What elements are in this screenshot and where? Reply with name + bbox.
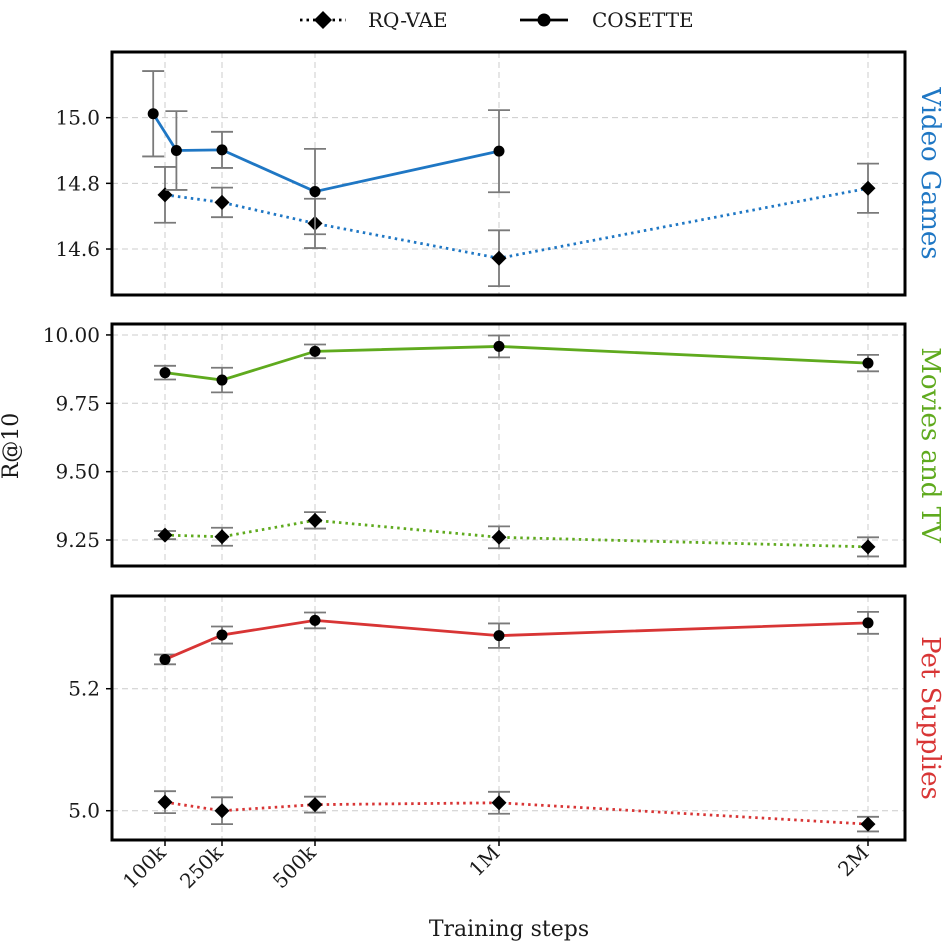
pet-supplies-cosette-line (164, 618, 869, 661)
pet-supplies-cosette-point (216, 629, 228, 641)
pet-supplies-ytick-label: 5.2 (68, 677, 100, 701)
video-games-cosette-point (147, 108, 159, 120)
movies-and-tv-rq-vae-point (491, 529, 507, 545)
movies-and-tv-cosette-point (309, 345, 321, 357)
video-games-rq-vae-point (157, 187, 173, 203)
y-axis-title: R@10 (0, 413, 24, 480)
pet-supplies-panel-frame (110, 594, 907, 842)
video-games-cosette-point (493, 145, 505, 157)
movies-and-tv-rq-vae-point (157, 527, 173, 543)
video-games-rq-vae-point (214, 194, 230, 210)
pet-supplies-cosette-point (862, 617, 874, 629)
legend-cosette-label: COSETTE (592, 8, 694, 32)
video-games-cosette-point (170, 145, 182, 157)
movies-and-tv-ytick-label: 10.00 (43, 323, 100, 347)
movies-and-tv-ytick-label: 9.75 (55, 391, 100, 415)
video-games-ytick-label: 14.6 (55, 237, 100, 261)
pet-supplies-rq-vae-point (307, 797, 323, 813)
legend-rqvae-marker (314, 11, 332, 29)
x-tick-label: 250k (175, 840, 228, 893)
movies-and-tv-panel-frame (110, 322, 907, 568)
video-games-rq-vae-point (491, 250, 507, 266)
video-games-rq-vae-point (860, 180, 876, 196)
x-tick-label: 500k (268, 840, 321, 893)
pet-supplies-panel-title: Pet Supplies (915, 636, 942, 800)
video-games-cosette-point (309, 186, 321, 198)
legend-cosette-marker (537, 13, 551, 27)
pet-supplies-rq-vae-point (860, 816, 876, 832)
video-games-ytick-label: 14.8 (55, 171, 100, 195)
movies-and-tv-rq-vae-point (860, 539, 876, 555)
movies-and-tv-rq-vae-point (307, 512, 323, 528)
pet-supplies-cosette-point (159, 653, 171, 665)
movies-and-tv-cosette-point (159, 367, 171, 379)
video-games-rq-vae-line (164, 186, 869, 260)
pet-supplies-rq-vae-point (157, 794, 173, 810)
x-axis-title: Training steps (429, 917, 589, 942)
legend-rqvae-label: RQ-VAE (368, 8, 448, 32)
pet-supplies-ytick-label: 5.0 (68, 799, 100, 823)
video-games-panel-title: Video Games (915, 86, 942, 259)
movies-and-tv-ytick-label: 9.25 (55, 528, 100, 552)
pet-supplies-rq-vae-point (491, 795, 507, 811)
movies-and-tv-ytick-label: 9.50 (55, 460, 100, 484)
movies-and-tv-rq-vae-point (214, 529, 230, 545)
movies-and-tv-cosette-point (862, 357, 874, 369)
movies-and-tv-cosette-line (164, 345, 869, 382)
movies-and-tv-cosette-point (493, 340, 505, 352)
pet-supplies-cosette-point (493, 630, 505, 642)
movies-and-tv-cosette-point (216, 374, 228, 386)
video-games-cosette-line (152, 112, 500, 194)
video-games-ytick-label: 15.0 (55, 106, 100, 130)
x-tick-label: 2M (833, 841, 873, 881)
movies-and-tv-rq-vae-line (164, 518, 869, 549)
movies-and-tv-panel-title: Movies and TV (915, 347, 942, 544)
pet-supplies-cosette-point (309, 614, 321, 626)
x-tick-label: 1M (464, 841, 504, 881)
pet-supplies-rq-vae-line (164, 800, 869, 826)
video-games-panel-frame (110, 50, 907, 297)
x-tick-label: 100k (118, 840, 171, 893)
video-games-cosette-point (216, 144, 228, 156)
pet-supplies-rq-vae-point (214, 803, 230, 819)
